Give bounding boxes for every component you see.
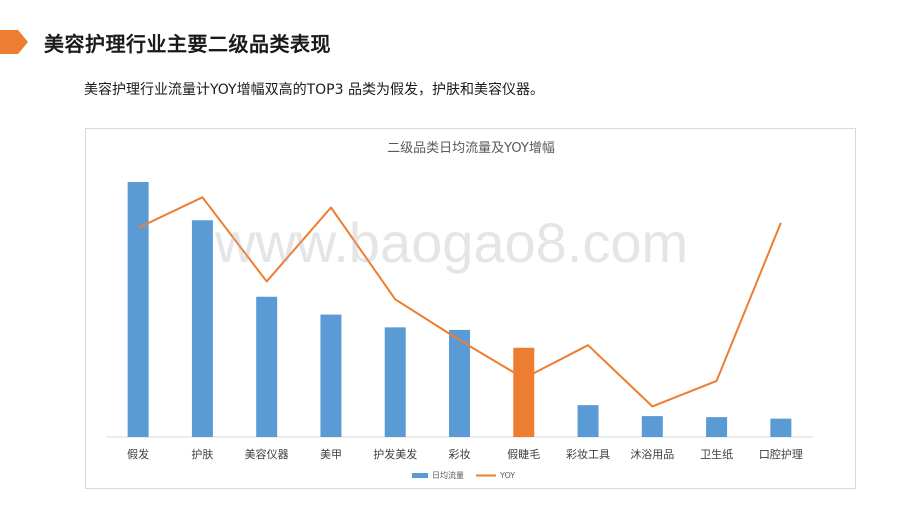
bar-彩妆 [449, 329, 470, 437]
x-tick-label: 假发 [127, 447, 149, 461]
bar-口腔护理 [770, 418, 792, 437]
bar-彩妆工具 [577, 405, 599, 437]
x-tick-label: 彩妆工具 [566, 448, 610, 461]
x-axis-labels: 假发 护肤 美容仪器 美甲 护发美发 彩妆 假睫毛 彩妆工具 沐浴用品 卫生纸 口腔护理 [127, 447, 803, 461]
chart-title: 二级品类日均流量及YOY增幅 [387, 141, 555, 156]
bar-美甲 [320, 314, 342, 437]
x-tick-label: 护发美发 [373, 447, 417, 461]
bar-假发 [127, 182, 149, 437]
line-series [137, 196, 782, 408]
legend: 日均流量 YOY [412, 470, 515, 480]
x-tick-label: 卫生纸 [700, 447, 733, 461]
legend-line-label: YOY [499, 471, 515, 480]
bar-护发美发 [384, 327, 406, 437]
x-tick-label: 美甲 [320, 448, 342, 461]
x-tick-label: 美容仪器 [245, 447, 289, 461]
bar-护肤 [191, 220, 213, 437]
x-tick-label: 假睫毛 [507, 447, 540, 461]
x-tick-label: 沐浴用品 [630, 448, 674, 461]
bar-美容仪器 [256, 296, 278, 437]
chart-container: 二级品类日均流量及YOY增幅 假发 护肤 美容仪器 美甲 护发美发 彩妆 假睫毛 彩妆工具 沐浴… [85, 128, 856, 489]
page-title: 美容护理行业主要二级品类表现 [44, 32, 331, 56]
chart-canvas: 二级品类日均流量及YOY增幅 假发 护肤 美容仪器 美甲 护发美发 彩妆 假睫毛 彩妆工具 沐浴… [106, 141, 813, 480]
x-tick-label: 口腔护理 [759, 447, 803, 461]
x-tick-label: 护肤 [191, 447, 213, 461]
page-subtitle: 美容护理行业流量计YOY增幅双高的TOP3 品类为假发，护肤和美容仪器。 [84, 82, 544, 98]
legend-bar-swatch [412, 473, 428, 478]
title-marker-icon [0, 30, 28, 54]
bar-卫生纸 [706, 417, 728, 437]
bar-沐浴用品 [641, 416, 663, 437]
bar-假睫毛 [513, 347, 535, 437]
legend-bar-label: 日均流量 [432, 470, 464, 480]
bar-series [127, 182, 792, 437]
x-tick-label: 彩妆 [449, 448, 471, 461]
